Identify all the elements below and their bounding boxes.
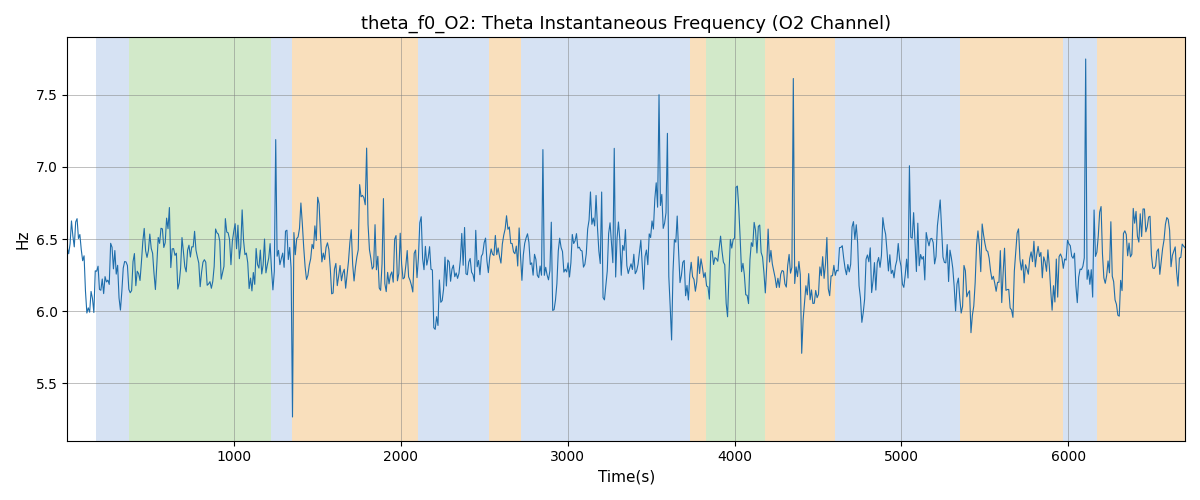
Bar	[96, 38, 130, 440]
Bar	[1097, 38, 1186, 440]
Bar	[1063, 38, 1097, 440]
Bar	[960, 38, 1063, 440]
Bar	[130, 38, 271, 440]
Bar	[835, 38, 960, 440]
Y-axis label: Hz: Hz	[16, 230, 30, 249]
Bar	[521, 38, 690, 440]
Bar	[707, 38, 764, 440]
Bar	[271, 38, 293, 440]
Bar	[690, 38, 707, 440]
Bar	[293, 38, 418, 440]
Bar	[764, 38, 835, 440]
X-axis label: Time(s): Time(s)	[598, 470, 655, 485]
Bar	[418, 38, 490, 440]
Title: theta_f0_O2: Theta Instantaneous Frequency (O2 Channel): theta_f0_O2: Theta Instantaneous Frequen…	[361, 15, 892, 34]
Bar	[490, 38, 521, 440]
